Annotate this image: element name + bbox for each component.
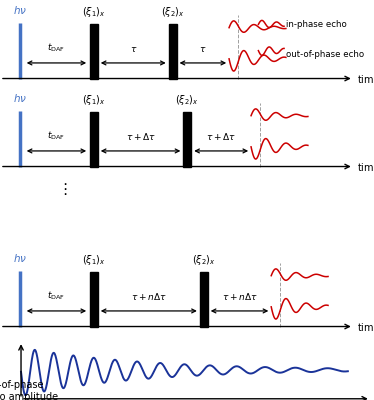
Bar bbox=[169, 24, 177, 78]
Text: time $t$: time $t$ bbox=[357, 320, 374, 332]
Text: time $t$: time $t$ bbox=[357, 160, 374, 172]
Bar bbox=[90, 272, 98, 326]
Text: $(\xi_1)_x$: $(\xi_1)_x$ bbox=[82, 94, 106, 108]
Text: $(\xi_2)_x$: $(\xi_2)_x$ bbox=[161, 6, 184, 20]
Text: out-of-phase
echo amplitude: out-of-phase echo amplitude bbox=[0, 380, 58, 400]
Text: $(\xi_2)_x$: $(\xi_2)_x$ bbox=[175, 94, 199, 108]
Text: $h\nu$: $h\nu$ bbox=[13, 4, 27, 16]
Text: $\tau$: $\tau$ bbox=[129, 45, 137, 54]
Text: out-of-phase echo: out-of-phase echo bbox=[286, 50, 364, 59]
Text: $h\nu$: $h\nu$ bbox=[13, 252, 27, 264]
Bar bbox=[183, 112, 191, 166]
Text: $\tau+\Delta\tau$: $\tau+\Delta\tau$ bbox=[126, 131, 156, 142]
Text: $\vdots$: $\vdots$ bbox=[56, 181, 67, 197]
Text: $(\xi_1)_x$: $(\xi_1)_x$ bbox=[82, 6, 106, 20]
Text: $(\xi_1)_x$: $(\xi_1)_x$ bbox=[82, 254, 106, 268]
Bar bbox=[90, 112, 98, 166]
Text: $(\xi_2)_x$: $(\xi_2)_x$ bbox=[192, 254, 216, 268]
Bar bbox=[90, 24, 98, 78]
Text: $h\nu$: $h\nu$ bbox=[13, 92, 27, 104]
Text: time $t$: time $t$ bbox=[357, 72, 374, 84]
Text: $\tau+n\Delta\tau$: $\tau+n\Delta\tau$ bbox=[131, 291, 167, 302]
Text: $\tau+\Delta\tau$: $\tau+\Delta\tau$ bbox=[206, 131, 236, 142]
Text: $0$: $0$ bbox=[17, 399, 25, 400]
Text: $t_\mathrm{DAF}$: $t_\mathrm{DAF}$ bbox=[47, 290, 65, 302]
Text: $t_\mathrm{DAF}$: $t_\mathrm{DAF}$ bbox=[47, 130, 65, 142]
Text: $t_\mathrm{DAF}$: $t_\mathrm{DAF}$ bbox=[47, 42, 65, 54]
Bar bbox=[200, 272, 208, 326]
Text: in-phase echo: in-phase echo bbox=[286, 20, 347, 29]
Text: $\tau+n\Delta\tau$: $\tau+n\Delta\tau$ bbox=[222, 291, 257, 302]
Text: $\tau$: $\tau$ bbox=[199, 45, 206, 54]
